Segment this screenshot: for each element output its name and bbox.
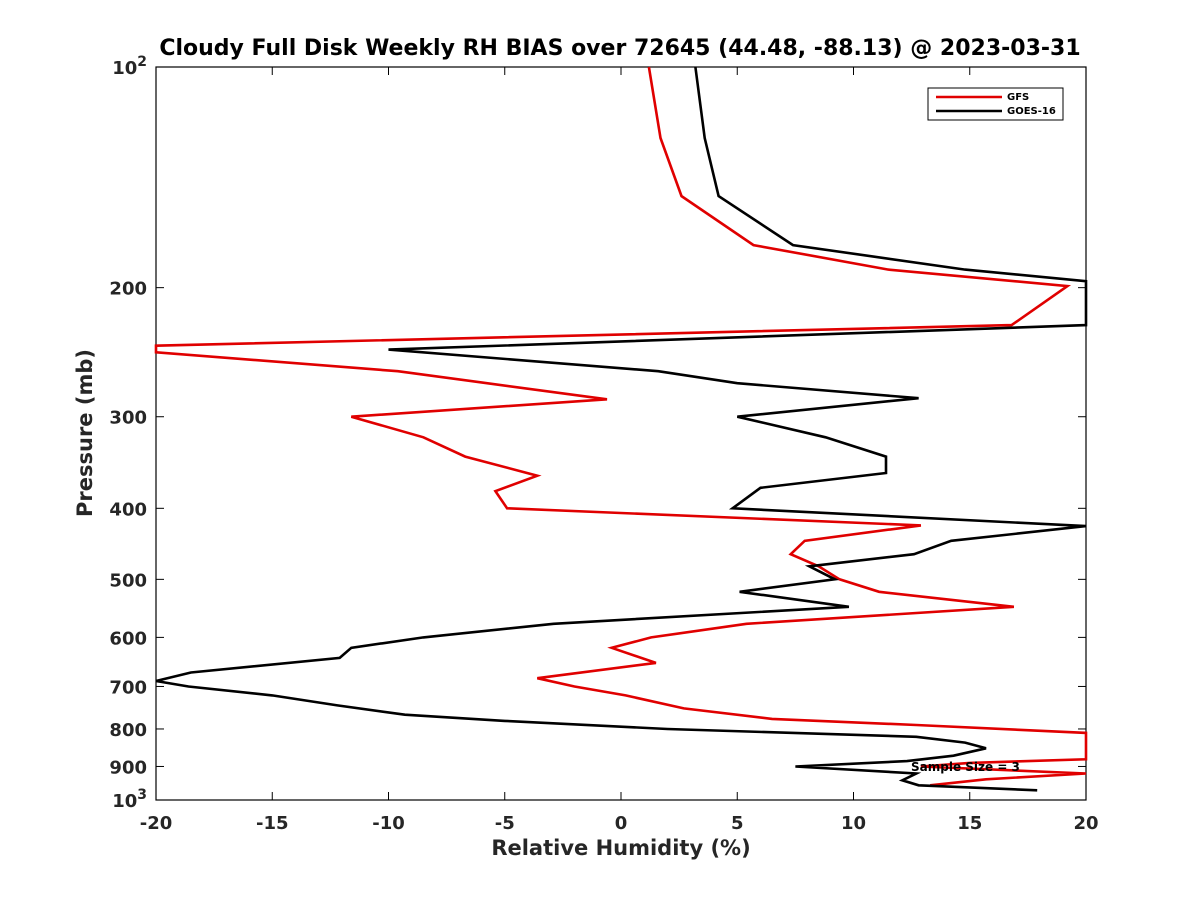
legend-label-gfs: GFS — [1007, 92, 1029, 103]
y-tick-label: 800 — [109, 720, 147, 741]
x-tick-label: 0 — [615, 813, 628, 834]
x-tick-label: 5 — [731, 813, 744, 834]
x-tick-label: -10 — [372, 813, 405, 834]
x-tick-label: -15 — [256, 813, 289, 834]
legend-box — [927, 87, 1064, 121]
series-line-goes16 — [155, 66, 1088, 792]
y-tick-label: 103 — [112, 787, 147, 812]
series-line-gfs — [154, 66, 1088, 787]
legend-label-goes16: GOES-16 — [1007, 106, 1056, 117]
x-tick-label: -20 — [140, 813, 173, 834]
x-tick-label: 20 — [1073, 813, 1098, 834]
series-group — [154, 66, 1088, 792]
x-axis-ticks: -20 -15 -10 -5 0 5 10 15 20 — [140, 67, 1099, 834]
y-tick-label: 700 — [109, 677, 147, 698]
chart-title: Cloudy Full Disk Weekly RH BIAS over 726… — [159, 36, 1080, 61]
sample-size-annotation: Sample Size = 3 — [911, 760, 1020, 774]
legend: GFS GOES-16 — [927, 87, 1064, 121]
y-tick-label: 600 — [109, 628, 147, 649]
plot-frame — [155, 66, 1087, 801]
y-tick-label: 200 — [109, 279, 147, 300]
y-tick-label: 900 — [109, 757, 147, 778]
x-tick-label: -5 — [495, 813, 515, 834]
y-axis-ticks: 102 200 300 400 500 600 700 800 900 103 — [109, 54, 1086, 812]
y-tick-label: 400 — [109, 499, 147, 520]
x-axis-label: Relative Humidity (%) — [491, 836, 750, 860]
x-tick-label: 15 — [957, 813, 982, 834]
y-tick-label: 500 — [109, 570, 147, 591]
y-tick-label: 300 — [109, 408, 147, 429]
x-tick-label: 10 — [841, 813, 866, 834]
y-axis-label: Pressure (mb) — [73, 349, 97, 517]
y-tick-label: 102 — [112, 54, 147, 79]
